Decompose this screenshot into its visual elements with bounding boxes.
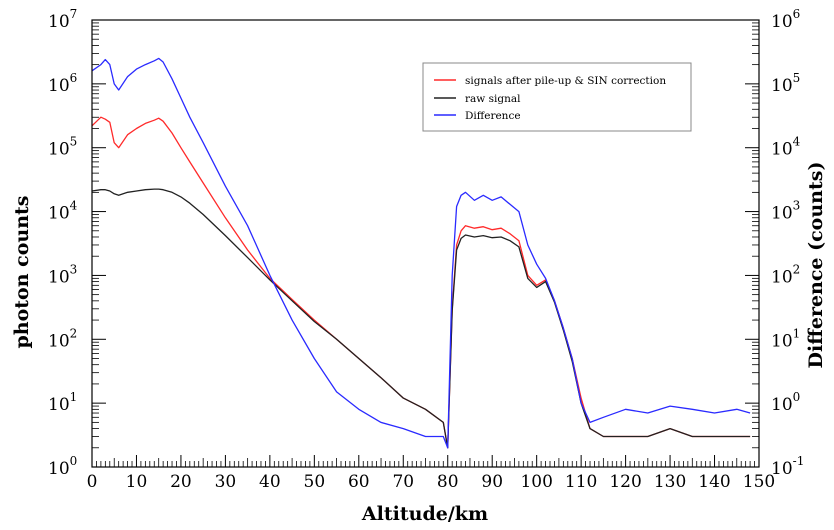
x-tick-label: 90: [481, 472, 503, 492]
tick-exponent: 2: [793, 262, 801, 276]
ticks-layer: [91, 19, 760, 468]
x-tick-label: 0: [87, 472, 98, 492]
tick-exponent: 4: [70, 199, 78, 213]
x-tick-label: 30: [215, 472, 237, 492]
tick-exponent: 4: [793, 135, 801, 149]
y-tick-label: 105: [48, 135, 77, 160]
x-tick-label: 20: [170, 472, 192, 492]
tick-base: 10: [771, 12, 793, 32]
y-right-tick-label: 105: [771, 71, 800, 96]
x-tick-label: 120: [609, 472, 641, 492]
x-tick-label: 110: [565, 472, 597, 492]
labels-layer: 0 10 20 30 40 50 60 70 80 90 100 110 120 130 140 150100…: [48, 7, 804, 492]
tick-base: 10: [48, 204, 70, 224]
y-right-tick-label: 102: [771, 262, 800, 287]
tick-base: 10: [771, 204, 793, 224]
x-tick-label: 150: [743, 472, 775, 492]
tick-exponent: 6: [793, 7, 801, 21]
tick-exponent: 5: [70, 135, 78, 149]
tick-base: 10: [48, 459, 70, 479]
y-right-tick-label: 104: [771, 135, 801, 160]
tick-exponent: 1: [793, 326, 801, 340]
legend-label-corrected: signals after pile-up & SIN correction: [465, 75, 666, 87]
y-right-axis-title: Difference (counts): [805, 162, 827, 369]
tick-exponent: 2: [70, 326, 78, 340]
tick-exponent: 5: [793, 71, 801, 85]
x-tick-label: 130: [654, 472, 686, 492]
legend-label-difference: Difference: [465, 110, 521, 122]
y-right-tick-label: 103: [771, 199, 800, 224]
x-tick-label: 10: [126, 472, 148, 492]
tick-base: 10: [771, 459, 793, 479]
y-axis-title: photon counts: [11, 196, 33, 349]
x-axis-title: Altitude/km: [361, 503, 488, 525]
tick-exponent: -1: [793, 454, 805, 468]
tick-base: 10: [771, 267, 793, 287]
y-tick-label: 106: [48, 71, 77, 96]
y-tick-label: 101: [48, 390, 77, 415]
x-tick-label: 70: [392, 472, 414, 492]
tick-exponent: 3: [70, 262, 78, 276]
y-tick-label: 104: [48, 199, 78, 224]
x-tick-label: 140: [698, 472, 730, 492]
tick-base: 10: [48, 395, 70, 415]
x-tick-label: 40: [259, 472, 281, 492]
x-tick-label: 80: [437, 472, 459, 492]
x-tick-label: 50: [304, 472, 326, 492]
y-tick-label: 100: [48, 454, 77, 479]
series-layer: [91, 57, 751, 449]
y-tick-label: 103: [48, 262, 77, 287]
tick-base: 10: [48, 267, 70, 287]
tick-exponent: 0: [793, 390, 801, 404]
x-tick-label: 60: [348, 472, 370, 492]
y-right-tick-label: 100: [771, 390, 800, 415]
y-right-tick-label: 10-1: [771, 454, 804, 479]
tick-base: 10: [48, 12, 70, 32]
tick-exponent: 0: [70, 454, 78, 468]
y-right-tick-label: 106: [771, 7, 800, 32]
tick-base: 10: [771, 331, 793, 351]
legend: signals after pile-up & SIN correction r…: [422, 62, 692, 132]
tick-exponent: 3: [793, 199, 801, 213]
tick-base: 10: [48, 331, 70, 351]
tick-exponent: 7: [70, 7, 78, 21]
tick-exponent: 1: [70, 390, 78, 404]
tick-base: 10: [771, 140, 793, 160]
legend-box: [422, 62, 692, 132]
series-line-2: [91, 57, 751, 449]
y-tick-label: 102: [48, 326, 77, 351]
y-tick-label: 107: [48, 7, 77, 32]
x-tick-label: 100: [520, 472, 552, 492]
tick-base: 10: [771, 76, 793, 96]
tick-exponent: 6: [70, 71, 78, 85]
y-right-tick-label: 101: [771, 326, 800, 351]
tick-base: 10: [771, 395, 793, 415]
tick-base: 10: [48, 76, 70, 96]
legend-label-raw: raw signal: [465, 93, 521, 105]
tick-base: 10: [48, 140, 70, 160]
